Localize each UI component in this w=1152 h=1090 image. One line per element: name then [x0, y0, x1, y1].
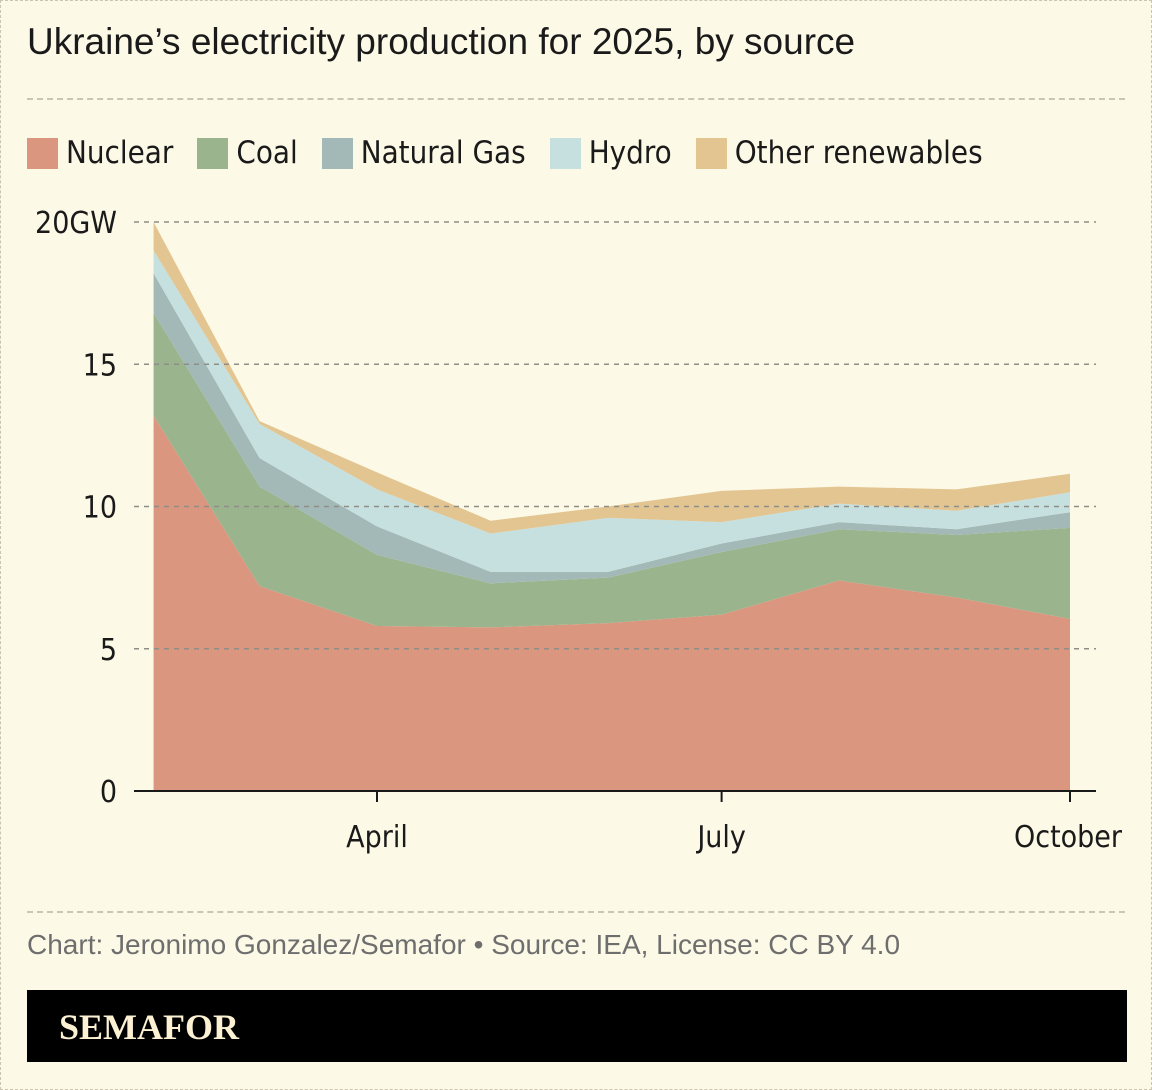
legend-item: Coal — [197, 135, 298, 171]
y-tick-label: 5 — [100, 633, 117, 668]
y-tick-label: 15 — [83, 348, 117, 383]
y-tick-label: 20GW — [35, 206, 117, 241]
x-tick-label: April — [346, 820, 408, 855]
legend-item: Hydro — [549, 135, 672, 171]
chart-title: Ukraine’s electricity production for 202… — [27, 21, 856, 62]
legend-label: Nuclear — [66, 135, 174, 171]
legend-swatch — [549, 137, 581, 169]
legend-label: Coal — [236, 135, 298, 171]
legend-item: Natural Gas — [321, 135, 526, 171]
legend-label: Natural Gas — [360, 135, 526, 171]
source-note: Chart: Jeronimo Gonzalez/Semafor • Sourc… — [27, 929, 901, 960]
area-coal — [153, 313, 1070, 628]
legend-swatch — [321, 137, 353, 169]
legend: Nuclear Coal Natural Gas Hydro Other renewab… — [27, 135, 983, 171]
legend-label: Other renewables — [734, 135, 983, 171]
area-nuclear — [153, 415, 1070, 791]
legend-item: Other renewables — [695, 135, 983, 171]
brand-bar: SEMAFOR — [27, 990, 1127, 1062]
legend-swatch — [27, 137, 58, 169]
area-other-renewables — [153, 222, 1070, 534]
chart-area: 0 5 10 15 20GW April July October — [35, 206, 1123, 855]
legend-swatch — [197, 137, 229, 169]
legend-item: Nuclear — [27, 135, 173, 171]
x-tick-label: October — [1014, 820, 1123, 855]
semafor-logo: SEMAFOR — [59, 1007, 239, 1047]
legend-label: Hydro — [588, 135, 672, 171]
divider — [27, 98, 1125, 100]
divider — [27, 911, 1125, 913]
x-tick-label: July — [695, 820, 746, 855]
y-tick-label: 10 — [83, 491, 117, 526]
y-tick-label: 0 — [100, 775, 117, 810]
legend-swatch — [695, 137, 727, 169]
